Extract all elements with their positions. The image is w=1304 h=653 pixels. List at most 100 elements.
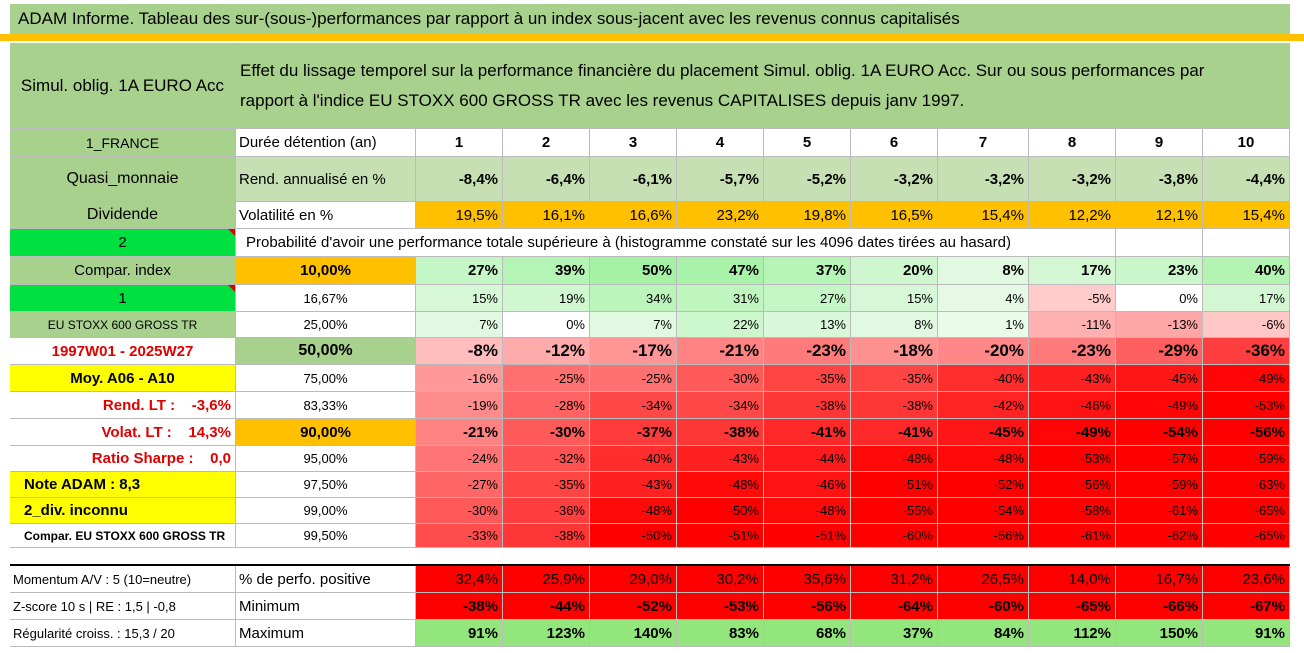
prob-cell-r2-c3[interactable]: 7%: [590, 312, 677, 338]
prob-cell-r6-c7[interactable]: -45%: [938, 419, 1029, 446]
zscore-cell[interactable]: Z-score 10 s | RE : 1,5 | -0,8: [10, 593, 236, 620]
compar-index-cell[interactable]: Compar. index: [10, 257, 236, 285]
vol-value-5[interactable]: 19,8%: [764, 202, 851, 229]
prob-cell-r6-c2[interactable]: -30%: [503, 419, 590, 446]
min-value-1[interactable]: -38%: [416, 593, 503, 620]
prob-cell-r1-c2[interactable]: 19%: [503, 285, 590, 312]
prob-cell-r10-c9[interactable]: -62%: [1116, 524, 1203, 548]
year-header-9[interactable]: 9: [1116, 129, 1203, 157]
prob-cell-r2-c9[interactable]: -13%: [1116, 312, 1203, 338]
prob-cell-r8-c9[interactable]: -59%: [1116, 472, 1203, 498]
year-header-10[interactable]: 10: [1203, 129, 1290, 157]
min-value-2[interactable]: -44%: [503, 593, 590, 620]
min-value-7[interactable]: -60%: [938, 593, 1029, 620]
prob-cell-r4-c10[interactable]: -49%: [1203, 365, 1290, 392]
prob-cell-r0-c1[interactable]: 27%: [416, 257, 503, 285]
prob-cell-r2-c4[interactable]: 22%: [677, 312, 764, 338]
year-header-4[interactable]: 4: [677, 129, 764, 157]
prob-cell-r5-c4[interactable]: -34%: [677, 392, 764, 419]
pos-label-cell[interactable]: % de perfo. positive: [236, 566, 416, 593]
moy-cell[interactable]: Moy. A06 - A10: [10, 365, 236, 392]
vol-value-4[interactable]: 23,2%: [677, 202, 764, 229]
prob-cell-r9-c6[interactable]: -55%: [851, 498, 938, 524]
prob-cell-r3-c9[interactable]: -29%: [1116, 338, 1203, 365]
vol-value-1[interactable]: 19,5%: [416, 202, 503, 229]
prob-cell-r5-c6[interactable]: -38%: [851, 392, 938, 419]
pos-value-7[interactable]: 26,5%: [938, 566, 1029, 593]
prob-cell-r5-c2[interactable]: -28%: [503, 392, 590, 419]
prob-cell-r7-c9[interactable]: -57%: [1116, 446, 1203, 472]
min-value-3[interactable]: -52%: [590, 593, 677, 620]
prob-cell-r2-c1[interactable]: 7%: [416, 312, 503, 338]
pos-value-5[interactable]: 35,6%: [764, 566, 851, 593]
min-value-6[interactable]: -64%: [851, 593, 938, 620]
country-cell[interactable]: 1_FRANCE: [10, 129, 236, 157]
min-value-5[interactable]: -56%: [764, 593, 851, 620]
threshold-3[interactable]: 50,00%: [236, 338, 416, 365]
prob-cell-r4-c5[interactable]: -35%: [764, 365, 851, 392]
prob-cell-r0-c3[interactable]: 50%: [590, 257, 677, 285]
min-label-cell[interactable]: Minimum: [236, 593, 416, 620]
regularite-cell[interactable]: Régularité croiss. : 15,3 / 20: [10, 620, 236, 647]
year-header-6[interactable]: 6: [851, 129, 938, 157]
prob-cell-r0-c8[interactable]: 17%: [1029, 257, 1116, 285]
prob-cell-r6-c10[interactable]: -56%: [1203, 419, 1290, 446]
prob-cell-r4-c9[interactable]: -45%: [1116, 365, 1203, 392]
prob-cell-r4-c7[interactable]: -40%: [938, 365, 1029, 392]
min-value-4[interactable]: -53%: [677, 593, 764, 620]
threshold-4[interactable]: 75,00%: [236, 365, 416, 392]
prob-cell-r5-c3[interactable]: -34%: [590, 392, 677, 419]
threshold-10[interactable]: 99,50%: [236, 524, 416, 548]
prob-cell-r10-c10[interactable]: -65%: [1203, 524, 1290, 548]
max-value-7[interactable]: 84%: [938, 620, 1029, 647]
min-value-9[interactable]: -66%: [1116, 593, 1203, 620]
prob-cell-r10-c5[interactable]: -51%: [764, 524, 851, 548]
prob-cell-r3-c3[interactable]: -17%: [590, 338, 677, 365]
pos-value-8[interactable]: 14,0%: [1029, 566, 1116, 593]
prob-cell-r1-c5[interactable]: 27%: [764, 285, 851, 312]
prob-cell-r5-c10[interactable]: -53%: [1203, 392, 1290, 419]
prob-cell-r3-c2[interactable]: -12%: [503, 338, 590, 365]
prob-cell-r3-c1[interactable]: -8%: [416, 338, 503, 365]
prob-cell-r2-c8[interactable]: -11%: [1029, 312, 1116, 338]
prob-cell-r8-c7[interactable]: -52%: [938, 472, 1029, 498]
prob-cell-r1-c8[interactable]: -5%: [1029, 285, 1116, 312]
year-header-2[interactable]: 2: [503, 129, 590, 157]
vol-value-9[interactable]: 12,1%: [1116, 202, 1203, 229]
threshold-1[interactable]: 16,67%: [236, 285, 416, 312]
pos-value-1[interactable]: 32,4%: [416, 566, 503, 593]
index-name-cell[interactable]: EU STOXX 600 GROSS TR: [10, 312, 236, 338]
prob-cell-r5-c1[interactable]: -19%: [416, 392, 503, 419]
prob-cell-r6-c3[interactable]: -37%: [590, 419, 677, 446]
max-value-10[interactable]: 91%: [1203, 620, 1290, 647]
vol-value-7[interactable]: 15,4%: [938, 202, 1029, 229]
prob-cell-r3-c6[interactable]: -18%: [851, 338, 938, 365]
prob-cell-r10-c4[interactable]: -51%: [677, 524, 764, 548]
rend-lt-cell[interactable]: Rend. LT : -3,6%: [10, 392, 236, 419]
prob-cell-r0-c4[interactable]: 47%: [677, 257, 764, 285]
rend-value-6[interactable]: -3,2%: [851, 157, 938, 202]
dividend-cell[interactable]: Dividende: [10, 202, 236, 229]
prob-cell-r2-c2[interactable]: 0%: [503, 312, 590, 338]
rend-value-10[interactable]: -4,4%: [1203, 157, 1290, 202]
prob-cell-r3-c10[interactable]: -36%: [1203, 338, 1290, 365]
prob-cell-r3-c5[interactable]: -23%: [764, 338, 851, 365]
prob-cell-r7-c8[interactable]: -53%: [1029, 446, 1116, 472]
year-header-8[interactable]: 8: [1029, 129, 1116, 157]
max-value-9[interactable]: 150%: [1116, 620, 1203, 647]
prob-cell-r7-c1[interactable]: -24%: [416, 446, 503, 472]
pos-value-3[interactable]: 29,0%: [590, 566, 677, 593]
max-value-6[interactable]: 37%: [851, 620, 938, 647]
prob-cell-r1-c7[interactable]: 4%: [938, 285, 1029, 312]
vol-value-8[interactable]: 12,2%: [1029, 202, 1116, 229]
min-value-8[interactable]: -65%: [1029, 593, 1116, 620]
duree-label-cell[interactable]: Durée détention (an): [236, 129, 416, 157]
rend-value-7[interactable]: -3,2%: [938, 157, 1029, 202]
prob-cell-r4-c4[interactable]: -30%: [677, 365, 764, 392]
prob-cell-r1-c10[interactable]: 17%: [1203, 285, 1290, 312]
prob-cell-r6-c1[interactable]: -21%: [416, 419, 503, 446]
threshold-8[interactable]: 97,50%: [236, 472, 416, 498]
prob-cell-r6-c9[interactable]: -54%: [1116, 419, 1203, 446]
year-header-7[interactable]: 7: [938, 129, 1029, 157]
prob-cell-r8-c4[interactable]: -48%: [677, 472, 764, 498]
